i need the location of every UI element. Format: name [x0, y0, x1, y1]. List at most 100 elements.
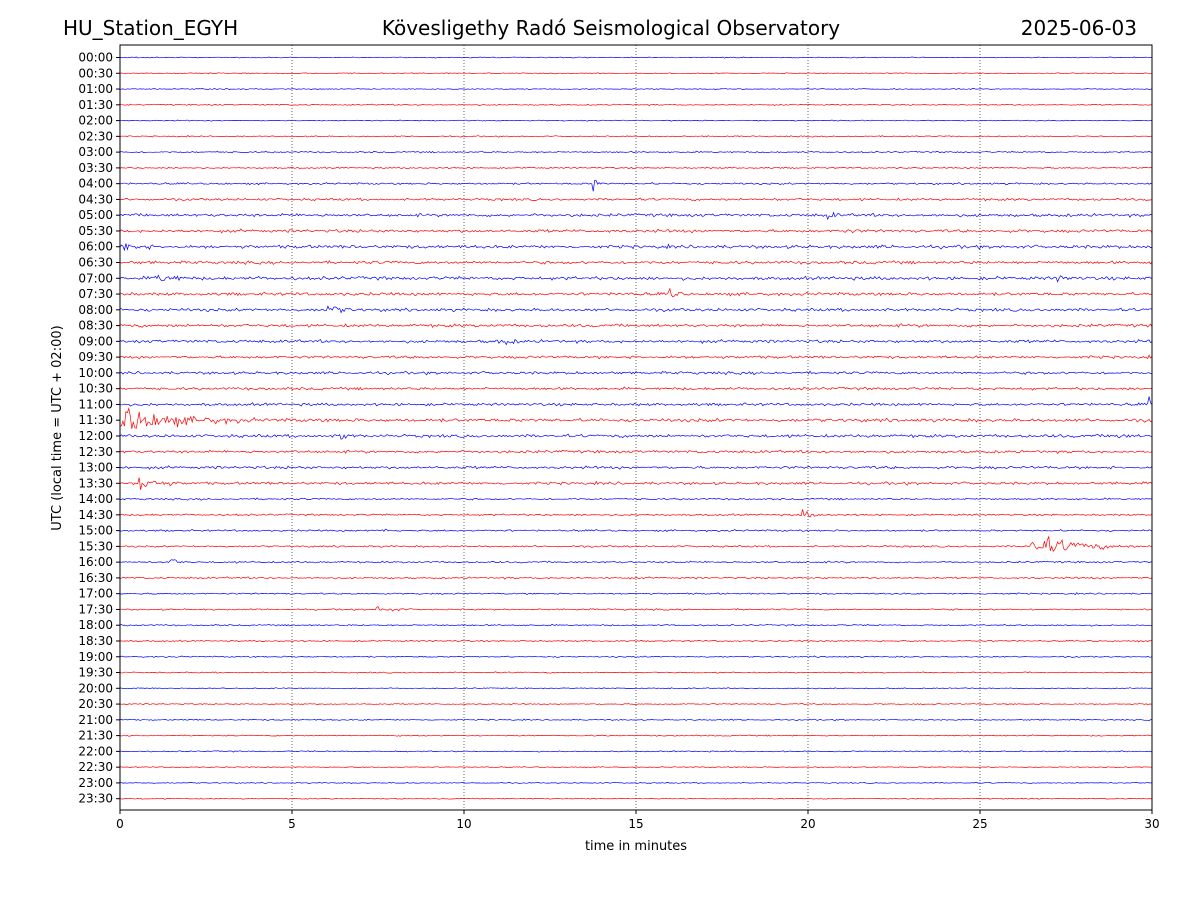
- trace-1430: [119, 509, 1153, 518]
- trace-1400: [119, 497, 1153, 501]
- x-tick-label: 15: [628, 817, 643, 831]
- y-tick-label: 07:00: [78, 271, 113, 285]
- trace-1230: [119, 449, 1153, 455]
- y-tick-label: 08:00: [78, 303, 113, 317]
- y-tick-label: 17:30: [78, 602, 113, 616]
- x-tick-label: 5: [288, 817, 296, 831]
- trace-1600: [119, 559, 1153, 564]
- y-tick-label: 15:00: [78, 524, 113, 538]
- y-tick-label: 13:00: [78, 461, 113, 475]
- y-tick-label: 00:00: [78, 51, 113, 65]
- trace-0030: [119, 72, 1153, 75]
- trace-0430: [119, 197, 1153, 202]
- station-name: HU_Station_EGYH: [63, 16, 239, 40]
- y-tick-label: 12:00: [78, 429, 113, 443]
- y-tick-label: 20:00: [78, 681, 113, 695]
- y-tick-label: 10:00: [78, 366, 113, 380]
- trace-0400: [119, 179, 1153, 192]
- trace-1730: [120, 605, 1153, 612]
- trace-2230: [119, 766, 1153, 769]
- y-tick-label: 06:00: [78, 240, 113, 254]
- x-tick-label: 0: [116, 817, 124, 831]
- y-tick-label: 03:00: [78, 145, 113, 159]
- y-tick-label: 18:00: [78, 618, 113, 632]
- y-tick-label: 08:30: [78, 319, 113, 333]
- y-tick-label: 11:30: [78, 413, 113, 427]
- y-tick-label: 15:30: [78, 539, 113, 553]
- y-tick-label: 04:30: [78, 192, 113, 206]
- trace-2200: [119, 750, 1153, 753]
- trace-0630: [119, 260, 1153, 265]
- y-tick-label: 20:30: [78, 697, 113, 711]
- trace-2130: [119, 734, 1153, 737]
- x-tick-label: 30: [1144, 817, 1159, 831]
- y-tick-label: 16:30: [78, 571, 113, 585]
- y-tick-label: 13:30: [78, 476, 113, 490]
- trace-2330: [119, 797, 1153, 800]
- y-tick-label: 03:30: [78, 161, 113, 175]
- trace-0200: [120, 119, 1153, 122]
- trace-0000: [119, 56, 1153, 59]
- y-tick-label: 01:30: [78, 98, 113, 112]
- trace-2030: [119, 703, 1153, 706]
- y-tick-label: 05:30: [78, 224, 113, 238]
- trace-0500: [119, 211, 1153, 221]
- trace-0130: [119, 103, 1153, 107]
- y-axis-label: UTC (local time = UTC + 02:00): [50, 325, 65, 530]
- trace-0830: [119, 323, 1153, 328]
- trace-1130: [119, 407, 1153, 429]
- trace-1200: [119, 433, 1153, 440]
- trace-1800: [119, 623, 1153, 627]
- y-tick-label: 22:30: [78, 760, 113, 774]
- y-tick-label: 17:00: [78, 587, 113, 601]
- y-tick-label: 21:00: [78, 713, 113, 727]
- y-tick-label: 14:30: [78, 508, 113, 522]
- trace-1630: [119, 576, 1153, 580]
- y-tick-label: 04:00: [78, 177, 113, 191]
- x-axis-label: time in minutes: [585, 839, 687, 854]
- trace-1700: [119, 592, 1153, 596]
- trace-1030: [119, 386, 1153, 391]
- y-tick-label: 11:00: [78, 397, 113, 411]
- y-tick-label: 02:00: [78, 114, 113, 128]
- trace-0900: [119, 338, 1153, 346]
- y-tick-label: 19:30: [78, 666, 113, 680]
- trace-1330: [119, 477, 1153, 490]
- trace-0730: [119, 287, 1153, 298]
- y-tick-label: 00:30: [78, 66, 113, 80]
- y-tick-label: 06:30: [78, 256, 113, 270]
- y-tick-label: 02:30: [78, 129, 113, 143]
- trace-0600: [119, 243, 1153, 252]
- trace-0800: [119, 305, 1153, 314]
- trace-0930: [119, 354, 1153, 360]
- trace-1530: [119, 535, 1153, 552]
- x-tick-label: 10: [456, 817, 471, 831]
- y-tick-label: 05:00: [78, 208, 113, 222]
- x-axis-ticks: 0 5 10 15 20 25 30: [116, 810, 1160, 831]
- x-tick-label: 20: [800, 817, 815, 831]
- trace-0300: [119, 150, 1153, 154]
- trace-1900: [119, 655, 1153, 658]
- trace-1930: [119, 671, 1152, 674]
- y-tick-label: 19:00: [78, 650, 113, 664]
- trace-0530: [119, 228, 1153, 234]
- trace-2000: [119, 687, 1153, 690]
- trace-0230: [119, 135, 1153, 138]
- y-tick-label: 23:30: [78, 792, 113, 806]
- trace-1100: [120, 396, 1153, 407]
- trace-2100: [119, 718, 1153, 722]
- vertical-grid: [291, 45, 981, 810]
- seismogram-traces: [119, 56, 1153, 800]
- y-tick-label: 09:30: [78, 350, 113, 364]
- chart-title: Kövesligethy Radó Seismological Observat…: [381, 16, 841, 40]
- x-tick-label: 25: [972, 817, 987, 831]
- y-tick-label: 16:00: [78, 555, 113, 569]
- y-tick-label: 10:30: [78, 382, 113, 396]
- trace-1830: [120, 639, 1153, 643]
- y-tick-label: 23:00: [78, 776, 113, 790]
- trace-0100: [119, 87, 1153, 91]
- trace-0700: [119, 274, 1153, 283]
- chart-date: 2025-06-03: [1020, 16, 1137, 40]
